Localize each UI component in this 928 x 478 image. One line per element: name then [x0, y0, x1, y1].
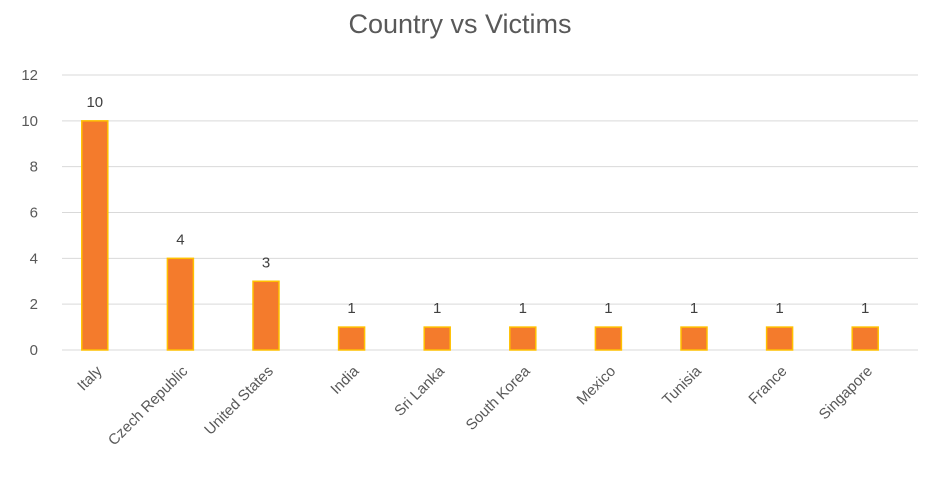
bar-tunisia	[680, 326, 708, 351]
y-tick-label: 8	[30, 159, 38, 176]
bar-south-korea	[509, 326, 537, 351]
chart-title: Country vs Victims	[348, 9, 571, 39]
y-tick-label: 2	[30, 296, 38, 313]
data-label: 1	[347, 300, 355, 317]
x-tick-label: South Korea	[463, 362, 534, 433]
y-tick-label: 6	[30, 205, 38, 222]
y-tick-label: 12	[21, 67, 38, 84]
bar-italy	[81, 120, 109, 351]
data-labels: 10 4 3 1 1 1 1 1 1 1	[86, 94, 869, 317]
x-axis-ticks: Italy Czech Republic United States India Sri…	[74, 362, 876, 449]
data-label: 1	[519, 300, 527, 317]
y-tick-label: 4	[30, 250, 38, 267]
bars	[81, 120, 879, 351]
y-tick-label: 10	[21, 113, 38, 130]
data-label: 3	[262, 254, 270, 271]
x-tick-label: France	[745, 363, 790, 408]
y-axis-ticks: 0 2 4 6 8 10 12	[21, 67, 38, 359]
bar-india	[337, 326, 366, 351]
x-tick-label: United States	[201, 363, 277, 439]
bar-singapore	[851, 326, 879, 351]
bar-united-states	[252, 280, 280, 351]
data-label: 10	[86, 94, 103, 111]
bar-czech-republic	[166, 257, 195, 351]
x-tick-label: Sri Lanka	[391, 362, 448, 419]
x-tick-label: Tunisia	[659, 362, 705, 408]
gridlines	[62, 74, 918, 351]
bar-france	[765, 326, 794, 351]
bar-sri-lanka	[423, 326, 451, 351]
data-label: 1	[604, 300, 612, 317]
bar-mexico	[594, 326, 623, 351]
x-tick-label: Czech Republic	[105, 362, 192, 449]
x-tick-label: India	[327, 362, 362, 397]
data-label: 1	[433, 300, 441, 317]
y-tick-label: 0	[30, 342, 38, 359]
data-label: 1	[861, 300, 869, 317]
x-tick-label: Mexico	[574, 363, 620, 409]
data-label: 1	[690, 300, 698, 317]
x-tick-label: Singapore	[816, 363, 876, 423]
data-label: 1	[775, 300, 783, 317]
data-label: 4	[176, 231, 184, 248]
x-tick-label: Italy	[74, 362, 106, 394]
